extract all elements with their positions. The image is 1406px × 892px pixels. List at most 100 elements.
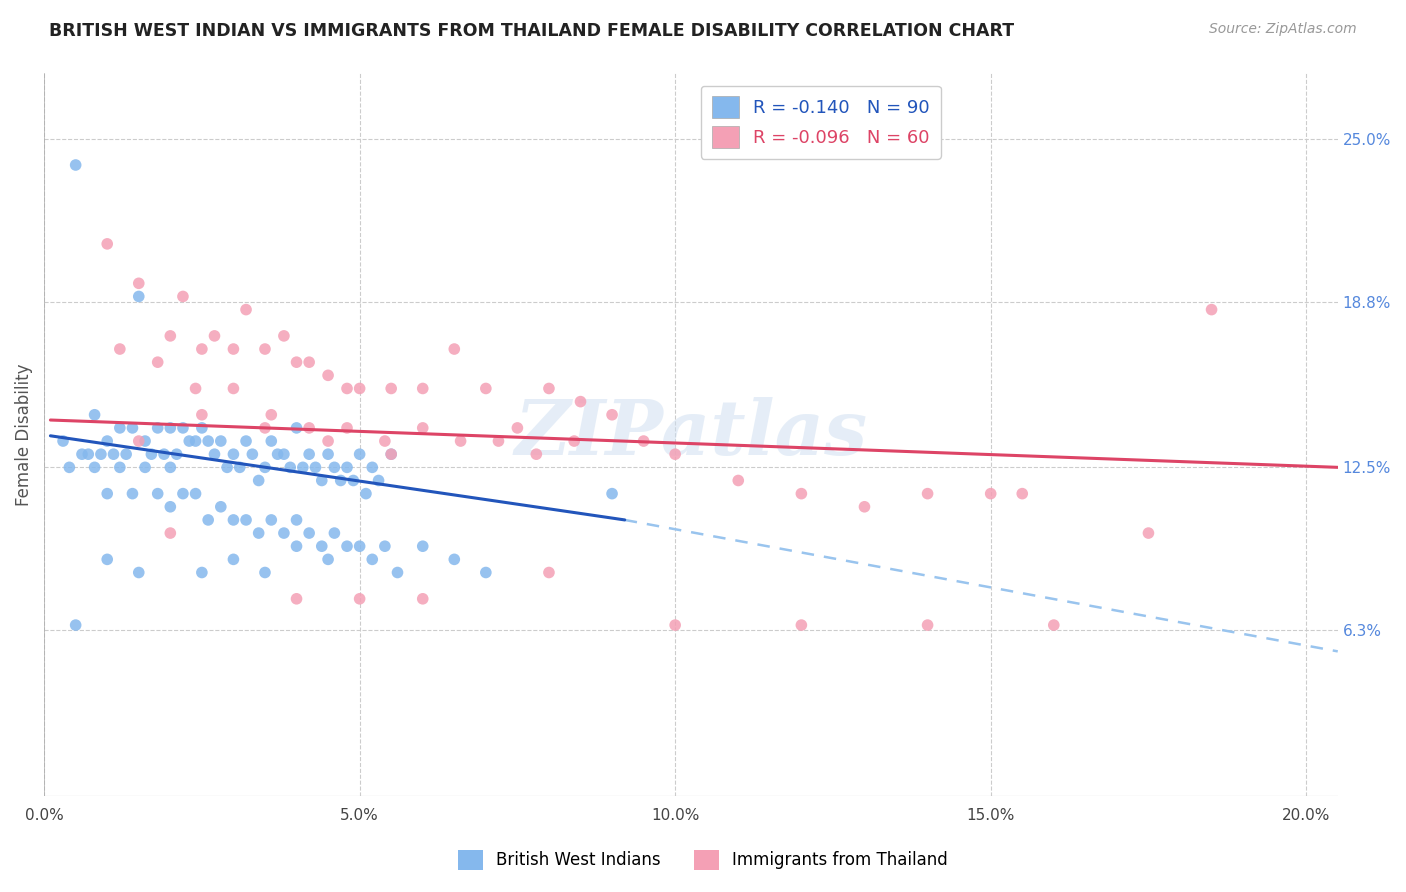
Point: [128, 289, 150, 303]
Point: [278, 460, 301, 475]
Point: [146, 486, 169, 500]
Point: [569, 394, 592, 409]
Point: [443, 552, 465, 566]
Point: [336, 460, 359, 475]
Point: [412, 539, 434, 553]
Point: [159, 460, 181, 475]
Point: [600, 486, 623, 500]
Text: Source: ZipAtlas.com: Source: ZipAtlas.com: [1209, 22, 1357, 37]
Point: [600, 408, 623, 422]
Point: [917, 486, 939, 500]
Point: [298, 526, 321, 541]
Point: [115, 447, 138, 461]
Point: [349, 591, 371, 606]
Point: [172, 289, 194, 303]
Point: [217, 460, 239, 475]
Point: [537, 382, 560, 396]
Point: [253, 342, 276, 356]
Point: [184, 434, 207, 448]
Point: [65, 158, 87, 172]
Point: [316, 552, 339, 566]
Point: [96, 434, 118, 448]
Point: [380, 447, 402, 461]
Point: [134, 460, 156, 475]
Point: [222, 447, 245, 461]
Point: [184, 382, 207, 396]
Point: [204, 447, 226, 461]
Point: [354, 486, 377, 500]
Point: [374, 434, 396, 448]
Point: [121, 421, 143, 435]
Point: [266, 447, 288, 461]
Point: [664, 447, 686, 461]
Legend: British West Indians, Immigrants from Thailand: British West Indians, Immigrants from Th…: [451, 843, 955, 877]
Point: [1137, 526, 1160, 541]
Point: [311, 474, 333, 488]
Point: [260, 513, 283, 527]
Point: [285, 591, 308, 606]
Point: [273, 329, 295, 343]
Point: [367, 474, 389, 488]
Point: [146, 355, 169, 369]
Point: [304, 460, 326, 475]
Point: [790, 618, 813, 632]
Point: [70, 447, 93, 461]
Point: [260, 434, 283, 448]
Point: [1201, 302, 1223, 317]
Point: [664, 618, 686, 632]
Point: [235, 513, 257, 527]
Point: [197, 434, 219, 448]
Point: [361, 460, 384, 475]
Point: [316, 368, 339, 383]
Point: [58, 460, 80, 475]
Point: [273, 526, 295, 541]
Text: ZIPatlas: ZIPatlas: [515, 398, 868, 472]
Point: [329, 474, 352, 488]
Point: [121, 486, 143, 500]
Point: [209, 500, 232, 514]
Point: [853, 500, 876, 514]
Point: [253, 421, 276, 435]
Point: [285, 539, 308, 553]
Point: [222, 342, 245, 356]
Point: [311, 539, 333, 553]
Point: [273, 447, 295, 461]
Point: [90, 447, 112, 461]
Legend: R = -0.140   N = 90, R = -0.096   N = 60: R = -0.140 N = 90, R = -0.096 N = 60: [700, 86, 941, 159]
Point: [204, 329, 226, 343]
Point: [562, 434, 585, 448]
Point: [524, 447, 547, 461]
Point: [298, 421, 321, 435]
Point: [240, 447, 263, 461]
Point: [298, 447, 321, 461]
Point: [917, 618, 939, 632]
Point: [450, 434, 472, 448]
Point: [166, 447, 188, 461]
Point: [209, 434, 232, 448]
Point: [103, 447, 125, 461]
Point: [83, 408, 105, 422]
Point: [316, 434, 339, 448]
Point: [179, 434, 201, 448]
Point: [285, 513, 308, 527]
Point: [159, 329, 181, 343]
Point: [222, 382, 245, 396]
Point: [316, 447, 339, 461]
Point: [172, 421, 194, 435]
Point: [506, 421, 529, 435]
Point: [336, 382, 359, 396]
Point: [488, 434, 510, 448]
Point: [336, 421, 359, 435]
Point: [222, 513, 245, 527]
Point: [247, 474, 270, 488]
Point: [159, 421, 181, 435]
Point: [128, 434, 150, 448]
Point: [349, 447, 371, 461]
Point: [191, 566, 214, 580]
Point: [349, 382, 371, 396]
Point: [146, 421, 169, 435]
Point: [1042, 618, 1064, 632]
Point: [475, 566, 498, 580]
Point: [253, 460, 276, 475]
Point: [77, 447, 100, 461]
